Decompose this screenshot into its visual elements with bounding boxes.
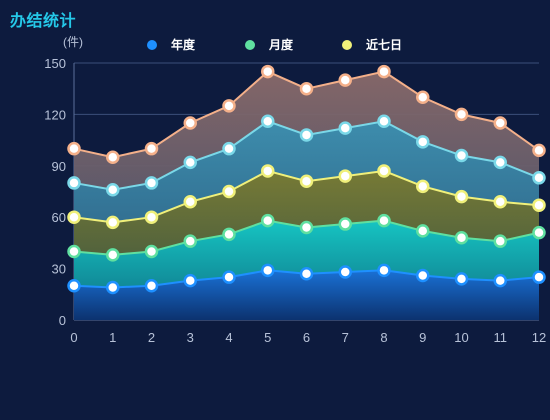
data-point	[377, 164, 391, 178]
data-point	[454, 231, 469, 245]
data-point	[222, 184, 236, 199]
data-point	[338, 73, 352, 87]
x-tick-label: 8	[380, 330, 387, 345]
data-point	[106, 150, 120, 164]
data-point	[299, 220, 314, 235]
data-point	[416, 179, 430, 194]
data-point	[493, 234, 507, 248]
data-point	[67, 210, 81, 224]
x-tick-label: 12	[532, 330, 546, 345]
y-tick-label: 150	[44, 56, 66, 71]
data-point	[67, 278, 81, 293]
data-point	[299, 81, 314, 96]
data-point	[144, 176, 159, 190]
data-point	[183, 234, 197, 248]
data-point	[493, 273, 507, 288]
legend-marker	[342, 40, 352, 50]
data-point	[106, 183, 120, 197]
y-tick-label: 90	[52, 159, 66, 174]
x-tick-label: 9	[419, 330, 426, 345]
data-point	[183, 155, 197, 170]
data-point	[183, 195, 197, 209]
x-tick-label: 3	[187, 330, 194, 345]
data-point	[377, 64, 391, 79]
legend-label: 年度	[171, 37, 196, 52]
data-point	[261, 164, 275, 178]
data-point	[261, 213, 275, 228]
data-point	[299, 266, 314, 281]
y-tick-label: 120	[44, 107, 66, 122]
data-point	[532, 270, 546, 284]
data-point	[261, 114, 275, 129]
data-point	[67, 244, 81, 259]
data-point	[377, 263, 391, 278]
legend-label: 近七日	[366, 37, 402, 52]
data-point	[532, 143, 546, 158]
x-tick-label: 7	[342, 330, 349, 345]
x-tick-label: 11	[494, 330, 508, 345]
y-tick-label: 60	[52, 210, 66, 225]
data-point	[144, 278, 159, 293]
x-tick-label: 10	[454, 330, 468, 345]
legend-marker	[245, 40, 255, 50]
data-point	[222, 99, 236, 113]
data-point	[454, 107, 469, 122]
data-point	[493, 155, 507, 170]
data-point	[338, 265, 352, 279]
data-point	[299, 128, 314, 142]
data-point	[532, 171, 546, 185]
x-tick-label: 5	[264, 330, 271, 345]
chart-title: 办结统计	[10, 13, 77, 30]
data-point	[493, 116, 507, 130]
data-point	[67, 176, 81, 190]
data-point	[338, 217, 352, 231]
data-point	[416, 135, 430, 149]
data-point	[454, 272, 469, 286]
y-tick-label: 0	[59, 313, 66, 328]
data-point	[144, 210, 159, 224]
x-tick-label: 6	[303, 330, 310, 345]
data-point	[416, 224, 430, 238]
data-point	[532, 225, 546, 240]
data-point	[261, 64, 275, 79]
x-tick-label: 4	[225, 330, 232, 345]
data-point	[299, 174, 314, 188]
data-point	[106, 248, 120, 262]
data-point	[222, 227, 236, 242]
y-tick-label: 30	[52, 262, 66, 277]
x-tick-label: 2	[148, 330, 155, 345]
data-point	[67, 141, 81, 156]
data-point	[416, 268, 430, 283]
data-point	[106, 280, 120, 295]
data-point	[222, 141, 236, 156]
data-point	[338, 121, 352, 135]
data-point	[144, 244, 159, 259]
data-point	[106, 215, 120, 230]
data-point	[532, 198, 546, 212]
legend-label: 月度	[268, 37, 294, 52]
legend-marker	[147, 40, 157, 50]
data-point	[454, 189, 469, 204]
data-point	[222, 270, 236, 284]
data-point	[183, 116, 197, 130]
data-point	[261, 263, 275, 278]
data-point	[377, 114, 391, 129]
data-point	[144, 141, 159, 156]
data-point	[377, 213, 391, 228]
y-axis-unit: (件)	[63, 35, 83, 49]
data-point	[416, 90, 430, 105]
x-tick-label: 1	[109, 330, 116, 345]
data-point	[454, 148, 469, 163]
data-point	[493, 195, 507, 209]
data-point	[338, 169, 352, 183]
x-tick-label: 0	[70, 330, 77, 345]
data-point	[183, 273, 197, 288]
